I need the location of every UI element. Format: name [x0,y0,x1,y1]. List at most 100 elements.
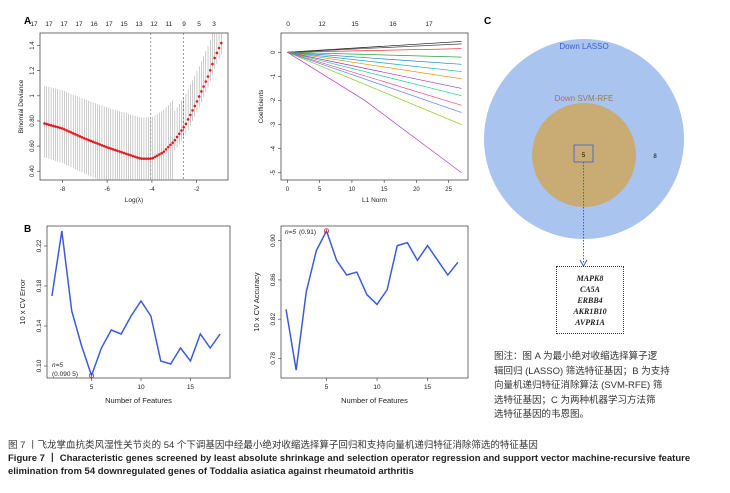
coefficient-path [287,51,462,174]
cv-point [164,148,168,151]
best-point-marker [88,372,95,379]
y-tick-label: 0.40 [30,165,36,177]
cv-point [175,135,179,139]
cv-point [80,136,84,139]
cv-point [160,151,163,155]
cv-point [116,149,119,153]
x-tick-label: -2 [194,187,200,193]
cv-point [182,125,186,129]
x-tick-label: 5 [325,384,329,391]
best-point-annotation: (0.090 5) [52,371,78,378]
top-count-label: 17 [60,21,68,28]
x-tick-label: 20 [413,187,420,193]
coefficient-path [287,51,462,65]
cv-point [85,137,88,141]
top-count-label: 12 [150,21,158,28]
x-tick-label: 15 [381,187,388,193]
cv-point [49,124,53,127]
cv-point [215,51,219,55]
cv-point [94,141,97,144]
plot-frame [280,225,469,379]
y-tick-label: 0.90 [270,234,277,247]
coefficient-path [287,51,462,106]
cv-point [217,46,221,50]
y-tick-label: -1 [271,73,277,79]
best-point-annotation: n=5 [52,362,63,369]
note-line: 辑回归 (LASSO) 筛选特征基因；B 为支持 [494,365,670,377]
figure-note: 图注：图 A 为最小绝对收缩选择算子逻 辑回归 (LASSO) 筛选特征基因；B… [494,350,722,423]
top-count-label: 17 [105,21,113,28]
cv-point [60,127,64,130]
cv-point [43,122,46,125]
top-count-label: 9 [182,21,186,28]
cv-point [219,41,223,45]
plot-frame [39,32,229,181]
x-tick-label: 10 [349,187,356,193]
note-line: 选特征基因的韦恩图。 [494,409,590,420]
y-tick-label: 0 [271,50,277,54]
cv-point [107,146,110,150]
x-tick-label: -6 [104,187,110,193]
cv-point [144,157,148,160]
cv-point [180,129,183,132]
y-axis-label: 10 x CV Accuracy [252,272,261,331]
coefficient-path [287,48,462,53]
cv-point [208,68,212,72]
y-tick-label: -5 [271,169,277,175]
x-tick-label: 15 [187,384,195,391]
x-tick-label: 25 [445,187,452,193]
gene-item: ERBB4 [577,295,603,305]
x-tick-label: 0 [286,187,290,193]
y-tick-label: 1.2 [30,66,36,75]
top-count-label: 16 [389,21,397,28]
caption-english-line: Figure 7 丨 Characteristic genes screened… [8,453,691,464]
y-tick-label: 0.22 [36,239,43,252]
cv-point [124,152,128,156]
cv-point [109,147,113,150]
x-tick-label: 5 [318,187,322,193]
plot-frame [46,225,231,379]
cv-point [173,138,177,142]
top-count-label: 17 [75,21,83,28]
top-count-label: 13 [135,21,143,28]
best-point-annotation: (0.91) [299,229,316,236]
cv-point [186,118,190,121]
venn-outer-count: 8 [653,154,657,160]
cv-point [138,156,141,160]
cv-point [211,62,214,66]
x-axis-label: Number of Features [105,396,172,405]
cv-point [197,95,201,98]
cv-line [285,228,459,371]
cv-point [54,125,57,128]
cv-point [100,143,104,147]
gene-item: AKR1B10 [573,306,607,316]
cv-point [113,148,117,152]
top-count-label: 17 [425,21,433,28]
cv-point [193,104,197,108]
x-tick-label: -8 [60,187,66,193]
cv-point [65,129,68,132]
y-tick-label: 0.10 [36,359,43,372]
top-count-label: 17 [45,21,53,28]
top-count-label: 15 [351,21,359,28]
cv-point [131,154,135,158]
cv-point [166,145,170,149]
coefficient-path [287,43,462,53]
x-axis-label: Number of Features [341,396,408,405]
x-tick-label: 5 [90,384,94,391]
y-tick-label: 0.18 [36,279,43,292]
panel-label-b: B [24,224,31,235]
coefficient-path [287,51,462,80]
cv-point [189,113,192,117]
top-count-label: 16 [90,21,98,28]
y-tick-label: 0.82 [270,312,277,325]
cv-point [98,143,102,146]
cv-point [133,155,137,159]
cv-point [151,156,155,160]
cv-point [102,144,106,148]
cv-point [206,75,210,78]
cv-point [67,130,71,133]
cv-point [45,122,48,126]
venn-svm-label: Down SVM-RFE [555,94,614,103]
gene-item: MAPK8 [576,273,604,283]
